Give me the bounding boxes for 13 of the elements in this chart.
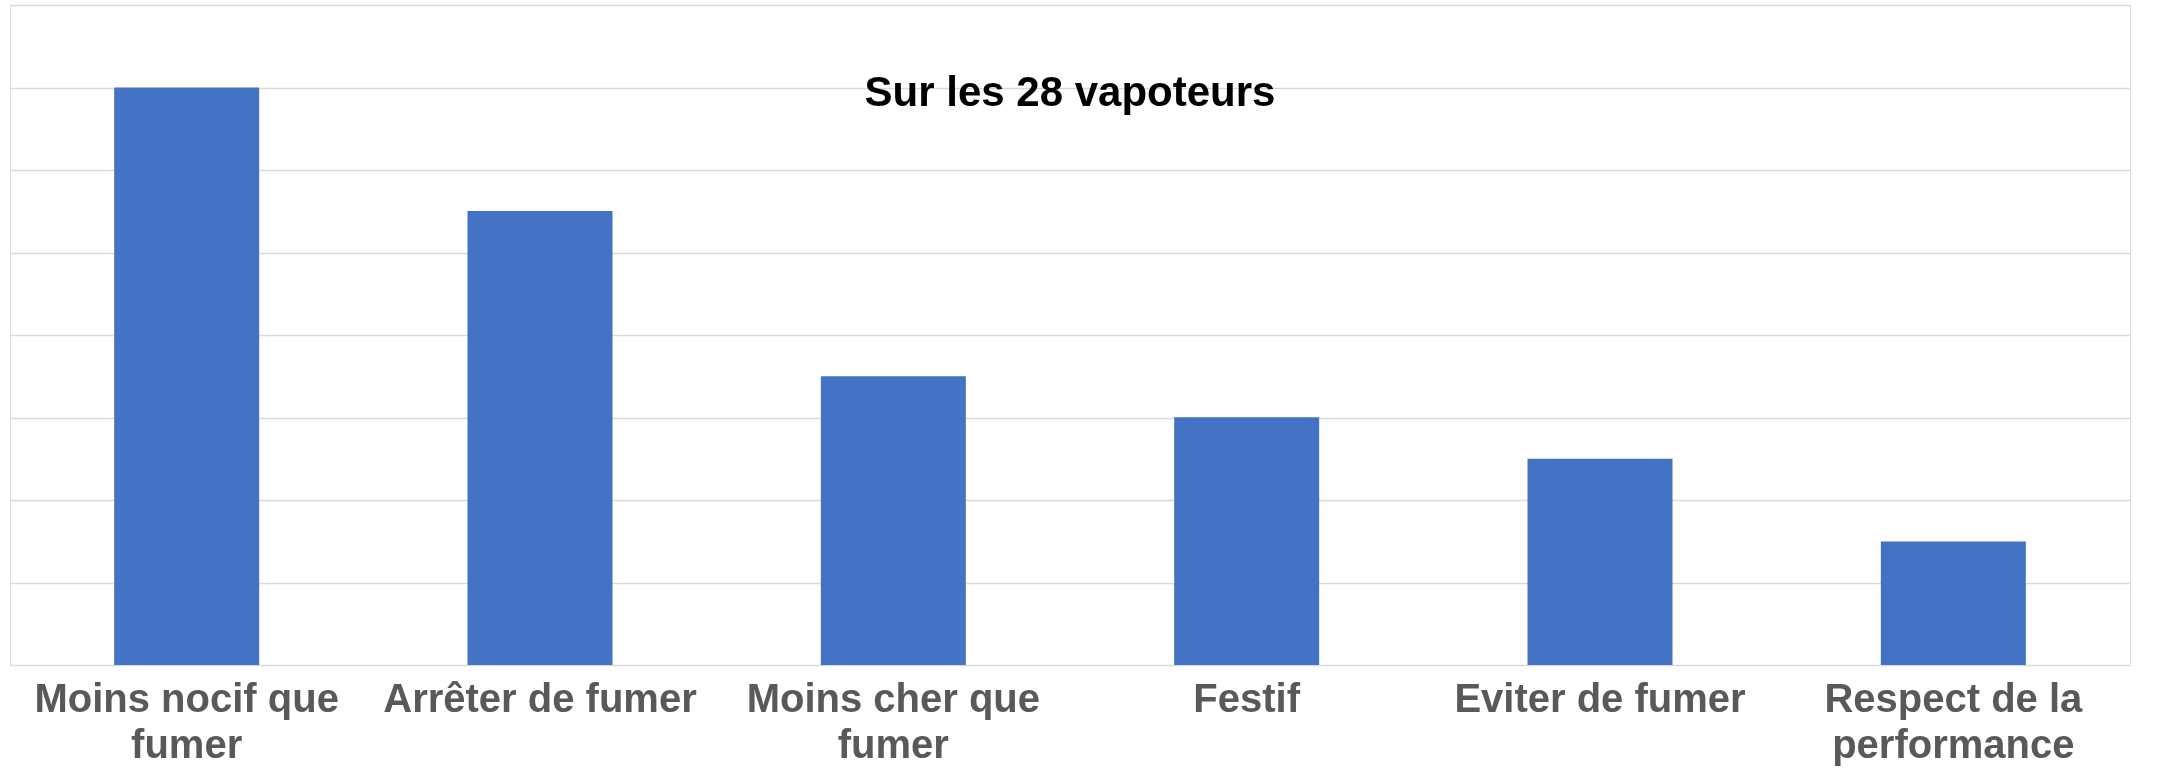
x-tick-label: Arrêter de fumer bbox=[383, 675, 697, 720]
x-tick-label: Eviter de fumer bbox=[1454, 675, 1746, 720]
x-tick-label: Respect de la performance bbox=[1824, 675, 2084, 766]
bar bbox=[114, 87, 260, 665]
chart-title: Sur les 28 vapoteurs bbox=[864, 68, 1276, 115]
bar bbox=[1880, 541, 2026, 665]
bar bbox=[467, 211, 613, 665]
x-tick-label: Moins nocif que fumer bbox=[34, 675, 339, 766]
x-tick-label: Moins cher que fumer bbox=[746, 675, 1041, 766]
bar bbox=[820, 376, 966, 665]
x-tick-label: Festif bbox=[1193, 675, 1301, 720]
bar bbox=[1174, 417, 1320, 665]
bar bbox=[1527, 458, 1673, 665]
